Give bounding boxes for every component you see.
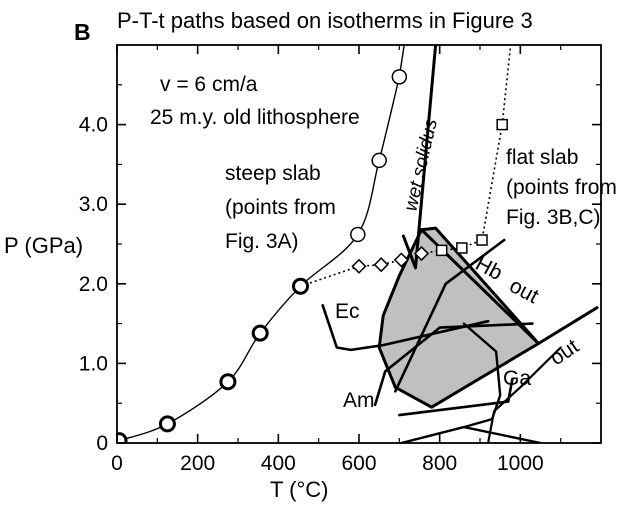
steep-slab-point (292, 277, 310, 295)
x-tick-label: 0 (111, 452, 123, 475)
phase-boundaries (321, 45, 599, 443)
steep-slab-point (391, 69, 408, 85)
label-steep-slab-points: (points from (225, 196, 336, 219)
x-tick-label: 1000 (497, 452, 544, 475)
label-am: Am (343, 389, 375, 412)
label-flat-slab-fig: Fig. 3B,C) (506, 206, 601, 229)
label-wet-solidus: wet solidus (400, 116, 442, 213)
panel-label: B (74, 19, 91, 45)
label-hb-out: out (506, 274, 543, 308)
y-tick-label: 0 (96, 432, 108, 455)
y-tick-label: 1.0 (79, 352, 108, 375)
y-tick-label: 4.0 (79, 114, 108, 137)
flat-slab-point-square (496, 118, 508, 131)
flat-slab-point-diamond (373, 257, 389, 273)
y-tick-label: 3.0 (79, 193, 108, 216)
steep-slab-point (158, 415, 176, 433)
x-tick-label: 200 (180, 452, 215, 475)
ga-out-line (537, 306, 599, 345)
steep-slab-point (251, 324, 269, 342)
flat-slab-point-square (456, 242, 468, 254)
flat-slab-line (300, 45, 512, 287)
axis-ticks: 0 200 400 600 800 1000 0 1.0 2.0 3.0 4.0 (79, 45, 601, 475)
ec-boundary-line (321, 303, 490, 352)
y-tick-label: 2.0 (79, 273, 108, 296)
label-ga-out: out (546, 335, 583, 370)
x-tick-label: 400 (261, 452, 296, 475)
plot-area (117, 45, 599, 443)
label-ec: Ec (335, 300, 360, 323)
steep-slab-point (219, 373, 237, 391)
x-axis-label: T (°C) (270, 477, 329, 502)
ec-boundary-line-2 (393, 238, 506, 393)
label-flat-slab-points: (points from (506, 176, 617, 199)
label-steep-slab: steep slab (225, 162, 321, 185)
label-flat-slab: flat slab (506, 146, 578, 169)
steep-slab-point (371, 152, 387, 169)
x-tick-label: 600 (341, 452, 376, 475)
steep-slab-point (117, 432, 128, 443)
x-tick-label: 800 (422, 452, 457, 475)
flat-slab-point-square (476, 234, 488, 246)
data-markers (117, 69, 508, 443)
chart-title: P-T-t paths based on isotherms in Figure… (117, 8, 533, 33)
ga-out-lower-line (487, 346, 562, 443)
steep-slab-point (350, 226, 366, 243)
label-steep-slab-fig: Fig. 3A) (225, 230, 299, 253)
inner-boundary-line (462, 322, 502, 429)
flat-slab-point-diamond (393, 252, 409, 268)
annotation-velocity: v = 6 cm/a (160, 73, 258, 96)
flat-slab-point-square (435, 244, 448, 257)
flat-slab-point-diamond (351, 258, 367, 274)
am-boundary-line (373, 322, 534, 407)
label-ga: Ga (503, 367, 531, 390)
annotation-lithosphere: 25 m.y. old lithosphere (150, 106, 360, 129)
shaded-stability-field (379, 228, 539, 408)
flat-slab-point-diamond (413, 245, 430, 262)
am-boundary-line-2 (397, 377, 514, 417)
wet-solidus-line (401, 45, 438, 270)
y-axis-label: P (GPa) (4, 233, 83, 258)
